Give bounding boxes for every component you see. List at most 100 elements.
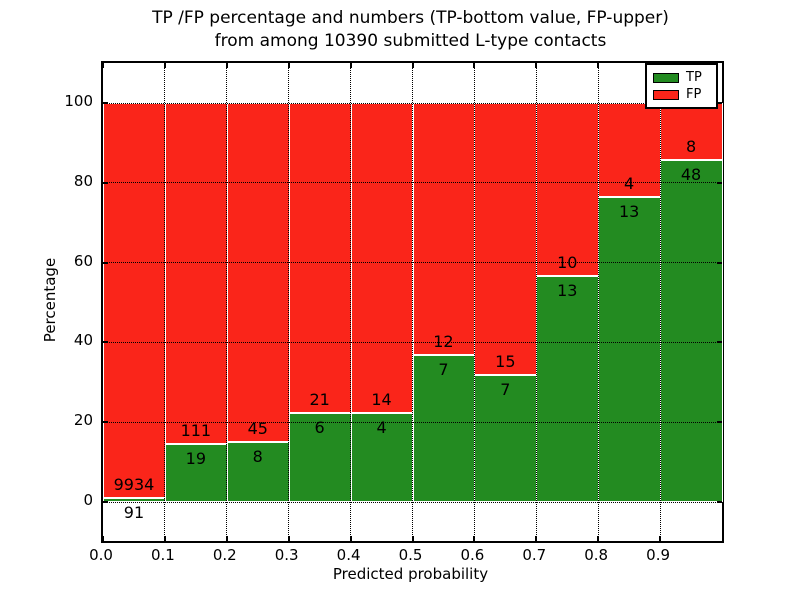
tp-legend-label: TP bbox=[686, 70, 702, 85]
fp-count-label: 4 bbox=[624, 173, 635, 193]
fp-bar-segment bbox=[536, 103, 600, 277]
y-tick-label: 60 bbox=[73, 251, 93, 270]
y-axis-label: Percentage bbox=[41, 257, 59, 343]
fp-bar-segment bbox=[598, 103, 662, 197]
fp-legend-label: FP bbox=[686, 87, 702, 102]
fp-count-label: 12 bbox=[433, 332, 454, 351]
y-tick-mark bbox=[717, 102, 722, 104]
y-tick-mark bbox=[103, 501, 108, 503]
fp-bar-segment bbox=[660, 103, 723, 161]
x-tick-mark bbox=[287, 536, 290, 541]
tp-count-label: 4 bbox=[376, 418, 387, 438]
x-tick-mark bbox=[659, 536, 662, 541]
tp-bar-segment bbox=[598, 196, 662, 502]
x-tick-label: 0.1 bbox=[150, 546, 175, 564]
fp-bar-segment bbox=[226, 103, 290, 442]
x-tick-mark bbox=[102, 536, 104, 541]
x-tick-mark bbox=[535, 63, 538, 68]
y-tick-mark bbox=[103, 102, 108, 104]
y-tick-label: 40 bbox=[73, 331, 93, 350]
x-axis-label: Predicted probability bbox=[332, 565, 489, 583]
x-tick-label: 0.8 bbox=[584, 546, 609, 564]
fp-bar-segment bbox=[288, 103, 352, 414]
y-tick-mark bbox=[103, 261, 108, 264]
fp-count-label: 111 bbox=[180, 420, 212, 440]
y-tick-label: 80 bbox=[73, 171, 93, 190]
fp-bar-segment bbox=[350, 103, 414, 414]
x-tick-mark bbox=[225, 63, 228, 68]
v-gridline bbox=[473, 63, 475, 541]
x-tick-mark bbox=[473, 63, 476, 68]
tp-count-label: 91 bbox=[123, 503, 145, 523]
fp-legend-swatch bbox=[653, 89, 679, 100]
v-gridline bbox=[164, 63, 166, 541]
x-tick-mark bbox=[597, 63, 600, 68]
legend: TP FP bbox=[645, 63, 718, 109]
chart-title-line1: TP /FP percentage and numbers (TP-bottom… bbox=[152, 8, 669, 28]
v-gridline bbox=[350, 63, 352, 541]
tp-count-label: 7 bbox=[500, 380, 511, 400]
x-tick-mark bbox=[163, 63, 166, 68]
y-tick-mark bbox=[717, 501, 722, 503]
legend-item-tp: TP bbox=[653, 69, 716, 86]
y-tick-mark bbox=[103, 421, 108, 424]
y-tick-mark bbox=[103, 341, 108, 344]
plot-area: 9934 91 111 19 45 8 21 6 14 4 12 7 15 7 10 13 4 13 8 48 bbox=[101, 61, 724, 543]
x-tick-label: 0.3 bbox=[274, 546, 299, 564]
y-tick-label: 20 bbox=[73, 411, 93, 430]
tp-legend-swatch bbox=[653, 72, 679, 83]
x-tick-mark bbox=[225, 536, 228, 541]
tp-bar-segment bbox=[474, 375, 538, 502]
chart-title-line2: from among 10390 submitted L-type contac… bbox=[214, 31, 607, 51]
x-tick-label: 0.0 bbox=[89, 546, 113, 564]
fp-count-label: 45 bbox=[247, 418, 268, 438]
tp-count-label: 7 bbox=[438, 360, 449, 379]
y-tick-mark bbox=[717, 421, 722, 424]
x-tick-mark bbox=[597, 536, 600, 541]
x-tick-mark bbox=[349, 536, 352, 541]
fp-bar-segment bbox=[412, 103, 476, 355]
tp-count-label: 48 bbox=[680, 165, 702, 185]
x-tick-mark bbox=[411, 63, 414, 68]
x-tick-mark bbox=[287, 63, 290, 68]
fp-bar-segment bbox=[474, 103, 538, 376]
x-tick-mark bbox=[535, 536, 538, 541]
fp-count-label: 14 bbox=[371, 390, 392, 410]
y-tick-mark bbox=[717, 341, 722, 344]
x-tick-label: 0.5 bbox=[398, 546, 423, 564]
tp-count-label: 8 bbox=[252, 446, 263, 466]
fp-bar-segment bbox=[103, 103, 166, 499]
v-gridline bbox=[412, 63, 413, 541]
v-gridline bbox=[659, 63, 661, 541]
x-tick-mark bbox=[473, 536, 476, 541]
legend-item-fp: FP bbox=[653, 86, 716, 103]
fp-count-label: 9934 bbox=[113, 475, 155, 495]
v-gridline bbox=[597, 63, 599, 541]
x-tick-label: 0.9 bbox=[646, 546, 671, 564]
v-gridline bbox=[226, 63, 228, 541]
fp-count-label: 21 bbox=[309, 390, 330, 410]
x-tick-label: 0.6 bbox=[460, 546, 485, 564]
y-tick-mark bbox=[717, 261, 722, 264]
x-tick-mark bbox=[102, 63, 104, 68]
y-tick-mark bbox=[103, 181, 108, 184]
v-gridline bbox=[535, 63, 537, 541]
x-tick-label: 0.7 bbox=[522, 546, 547, 564]
fp-bar-segment bbox=[164, 103, 228, 444]
fp-count-label: 10 bbox=[557, 253, 578, 273]
x-tick-label: 0.4 bbox=[336, 546, 361, 564]
x-tick-mark bbox=[163, 536, 166, 541]
x-tick-label: 0.2 bbox=[212, 546, 237, 564]
tp-count-label: 19 bbox=[185, 448, 207, 468]
fp-count-label: 15 bbox=[495, 352, 516, 372]
y-tick-label: 0 bbox=[83, 491, 93, 509]
v-gridline bbox=[288, 63, 290, 541]
tp-bar-segment bbox=[660, 160, 723, 502]
tp-count-label: 13 bbox=[557, 281, 578, 301]
fp-count-label: 8 bbox=[685, 137, 697, 157]
x-tick-mark bbox=[349, 63, 352, 68]
tp-bar-segment bbox=[536, 276, 600, 502]
tp-count-label: 6 bbox=[314, 418, 325, 438]
chart-title: TP /FP percentage and numbers (TP-bottom… bbox=[101, 7, 720, 53]
